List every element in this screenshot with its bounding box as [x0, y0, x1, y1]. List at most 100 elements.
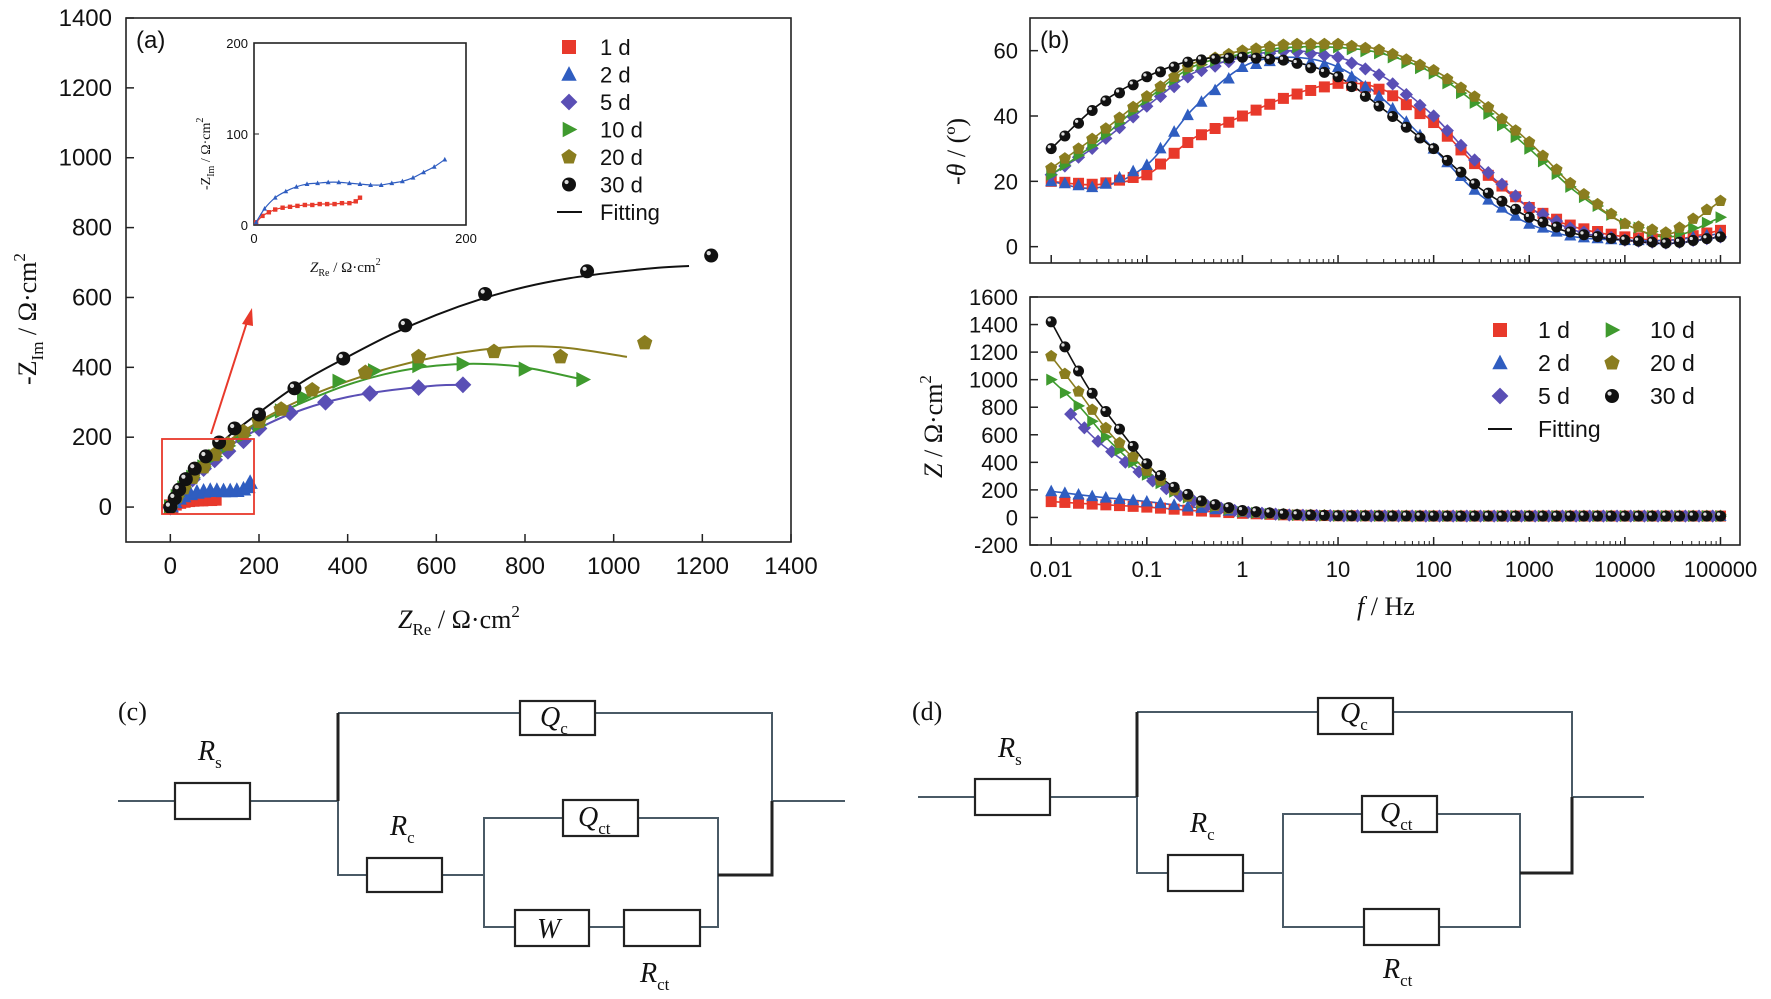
- bottom-data-point-30d: [1414, 510, 1426, 522]
- top-y-tick-label: 20: [994, 169, 1018, 194]
- top-data-point-5d: [1386, 77, 1400, 91]
- top-data-point-1d: [1236, 110, 1248, 122]
- top-data-point-1d: [1400, 99, 1412, 111]
- x-tick-label: 400: [328, 553, 368, 580]
- panel-a-data-points: [161, 248, 719, 516]
- top-data-point-30d: [1619, 234, 1631, 246]
- top-data-point-20d: [1373, 43, 1386, 56]
- sphere-highlight: [1143, 460, 1147, 464]
- top-data-point-20d: [1632, 220, 1645, 232]
- panel-a-frame: [125, 17, 792, 543]
- top-data-point-1d: [1182, 137, 1194, 149]
- sphere-highlight: [1457, 168, 1461, 172]
- panel-b-legend: 1 d 10 d 2 d 20 d 5 d 30 d Fitting: [1488, 317, 1695, 442]
- sphere-highlight: [1607, 512, 1611, 516]
- top-y-tick-label: 40: [994, 104, 1018, 129]
- sphere-highlight: [1566, 228, 1570, 232]
- circuit-c-Rct-label: Rct: [639, 958, 670, 994]
- bottom-data-point-30d: [1059, 341, 1071, 353]
- sphere-highlight: [1553, 512, 1557, 516]
- panel-b-fitting-lines: [1050, 42, 1721, 517]
- top-data-point-2d: [1181, 108, 1194, 121]
- circuit-c-Rs-label: Rs: [197, 736, 222, 772]
- sphere-highlight: [165, 502, 170, 507]
- top-data-point-1d: [1141, 169, 1153, 181]
- bottom-data-point-5d: [1118, 455, 1132, 469]
- top-data-point-2d: [1359, 79, 1372, 92]
- legend-marker-2d: [561, 66, 577, 81]
- sphere-highlight: [1389, 112, 1393, 117]
- top-data-point-20d: [1550, 163, 1563, 175]
- top-data-point-5d: [1454, 138, 1468, 152]
- bottom-data-point-2d: [1154, 496, 1167, 509]
- inset-point-1d: [280, 205, 285, 210]
- top-data-point-20d: [1413, 58, 1427, 71]
- circuit-d-Qc-element: [1316, 696, 1395, 736]
- x-tick-label: 1000: [587, 553, 640, 580]
- sphere-highlight: [1471, 512, 1475, 516]
- inset-point-2d: [421, 169, 427, 175]
- data-point-30d: [478, 286, 493, 301]
- bottom-y-tick-label: 200: [981, 478, 1018, 503]
- sphere-highlight: [706, 250, 711, 256]
- top-data-point-20d: [1495, 112, 1508, 125]
- sphere-highlight: [480, 289, 485, 294]
- sphere-highlight: [1457, 512, 1461, 516]
- sphere-highlight: [1389, 512, 1393, 516]
- bottom-y-tick-label: -200: [974, 533, 1018, 558]
- bottom-data-point-1d: [1045, 496, 1057, 508]
- y-tick-label: 1000: [59, 145, 112, 172]
- bottom-data-point-1d: [1073, 497, 1085, 509]
- sphere-highlight: [1553, 223, 1557, 227]
- data-point-10d: [518, 361, 534, 377]
- data-point-30d: [198, 449, 213, 464]
- top-data-point-20d: [1687, 212, 1700, 224]
- bottom-data-point-2d: [1058, 486, 1071, 498]
- circuit-c: (c) Rs Qc Rc Qct W Rct: [118, 697, 845, 994]
- top-data-point-20d: [1509, 124, 1522, 136]
- sphere-highlight: [1334, 512, 1338, 516]
- top-data-point-30d: [1264, 53, 1276, 65]
- sphere-highlight: [1320, 511, 1325, 516]
- top-data-point-1d: [1373, 83, 1385, 95]
- top-data-point-20d: [1386, 47, 1399, 60]
- top-data-point-20d: [1127, 100, 1140, 113]
- top-data-point-30d: [1687, 234, 1699, 246]
- sphere-highlight: [1430, 512, 1434, 516]
- top-data-point-20d: [1673, 221, 1686, 233]
- legend-label: 2 d: [600, 63, 631, 88]
- data-point-5d: [317, 393, 334, 411]
- top-data-point-5d: [1468, 153, 1482, 167]
- legend-marker-20d: [1604, 354, 1620, 370]
- circuit-c-W-element: [513, 908, 591, 948]
- top-data-point-30d: [1701, 233, 1713, 245]
- zoom-arrow-head: [242, 308, 253, 326]
- legend-marker-30d: [562, 177, 576, 192]
- data-point-10d: [576, 371, 592, 388]
- legend-marker-10d: [562, 121, 578, 138]
- legend-marker-5d: [560, 93, 578, 111]
- bottom-data-point-30d: [1400, 510, 1412, 522]
- top-data-point-20d: [1400, 53, 1413, 65]
- data-point-30d: [227, 421, 242, 436]
- sphere-highlight: [170, 493, 175, 498]
- bottom-data-point-30d: [1291, 509, 1303, 521]
- sphere-highlight: [1334, 73, 1338, 77]
- bottom-data-point-30d: [1660, 510, 1672, 522]
- sphere-highlight: [1252, 508, 1256, 512]
- top-data-point-2d: [1058, 176, 1071, 189]
- bottom-data-point-2d: [1099, 491, 1112, 503]
- top-data-point-20d: [1605, 207, 1618, 220]
- legend-marker-1d: [562, 40, 576, 54]
- data-point-5d: [219, 442, 237, 460]
- sphere-highlight: [1156, 68, 1161, 72]
- sphere-highlight: [1252, 54, 1256, 58]
- sphere-highlight: [1266, 509, 1270, 513]
- bottom-data-point-30d: [1346, 510, 1358, 522]
- sphere-highlight: [1402, 512, 1407, 516]
- top-data-point-30d: [1523, 211, 1535, 223]
- top-data-point-20d: [1564, 176, 1577, 189]
- top-data-point-20d: [1427, 63, 1440, 76]
